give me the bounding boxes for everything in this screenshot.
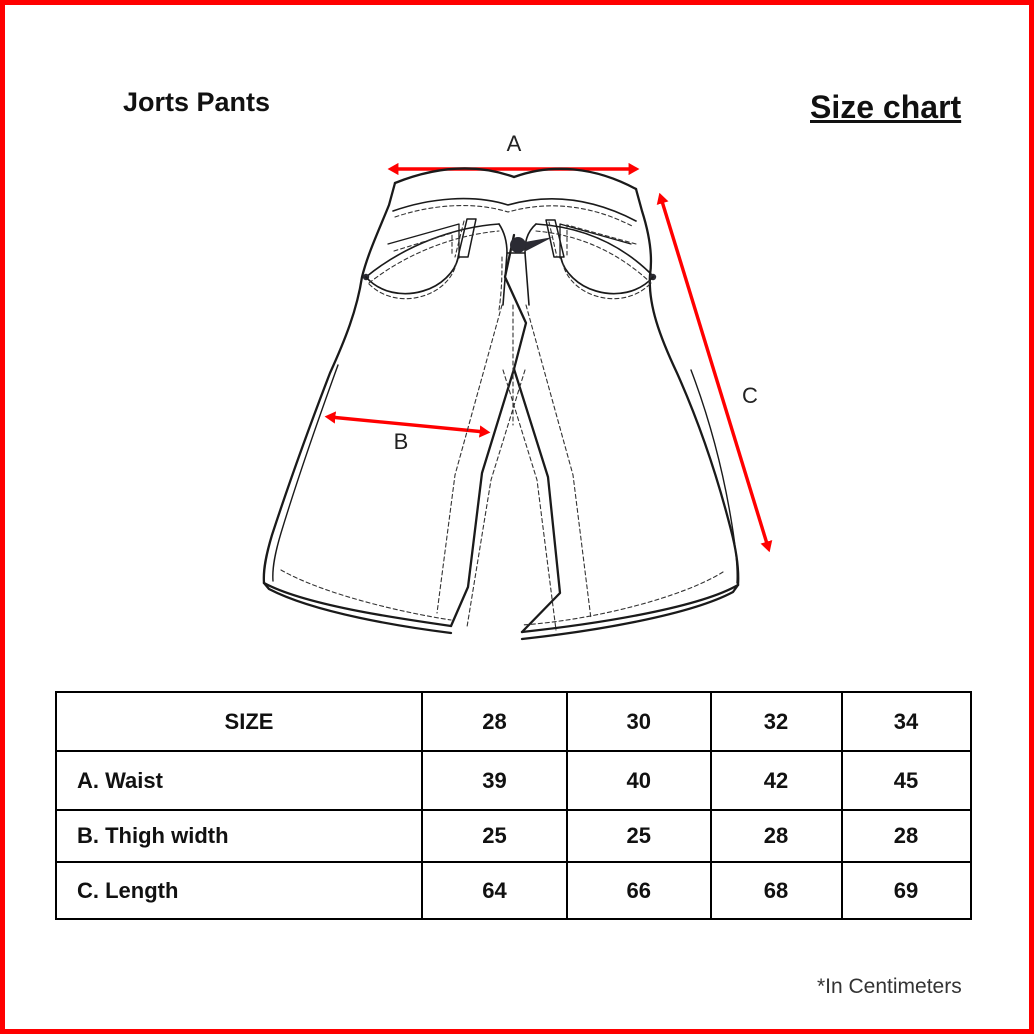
svg-text:C: C xyxy=(742,383,758,408)
svg-text:B: B xyxy=(394,429,409,454)
svg-text:A: A xyxy=(507,131,522,156)
